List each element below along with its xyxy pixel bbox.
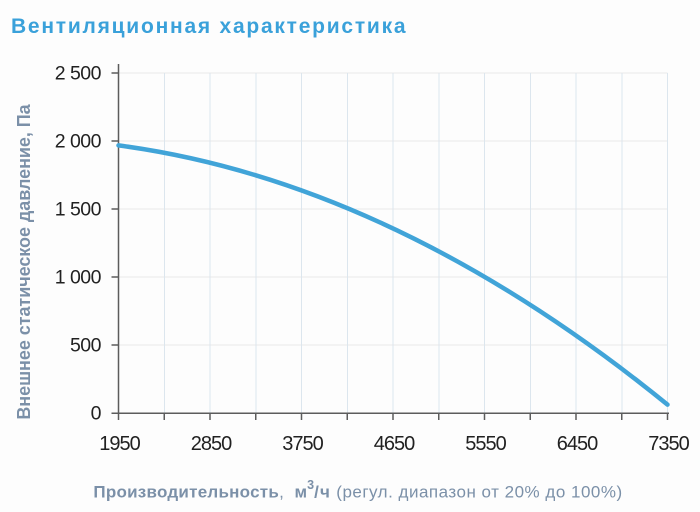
svg-text:500: 500 — [70, 335, 102, 357]
svg-text:7350: 7350 — [648, 433, 689, 455]
svg-text:5550: 5550 — [465, 433, 506, 455]
svg-text:2850: 2850 — [191, 433, 232, 455]
svg-text:Вентиляционная характеристика: Вентиляционная характеристика — [11, 15, 407, 38]
svg-text:3750: 3750 — [282, 433, 323, 455]
svg-text:1 500: 1 500 — [55, 199, 102, 221]
svg-text:Внешнее статическое давление,: Внешнее статическое давление, Па — [14, 103, 34, 419]
svg-text:2 500: 2 500 — [55, 63, 102, 85]
svg-text:1950: 1950 — [99, 433, 140, 455]
svg-text:6450: 6450 — [557, 433, 598, 455]
svg-text:4650: 4650 — [374, 433, 415, 455]
svg-text:2 000: 2 000 — [55, 131, 102, 153]
svg-text:1 000: 1 000 — [55, 267, 102, 289]
svg-text:Производительность, м3/ч (регу: Производительность, м3/ч (регул. диапазо… — [93, 478, 622, 502]
svg-text:0: 0 — [91, 403, 102, 425]
